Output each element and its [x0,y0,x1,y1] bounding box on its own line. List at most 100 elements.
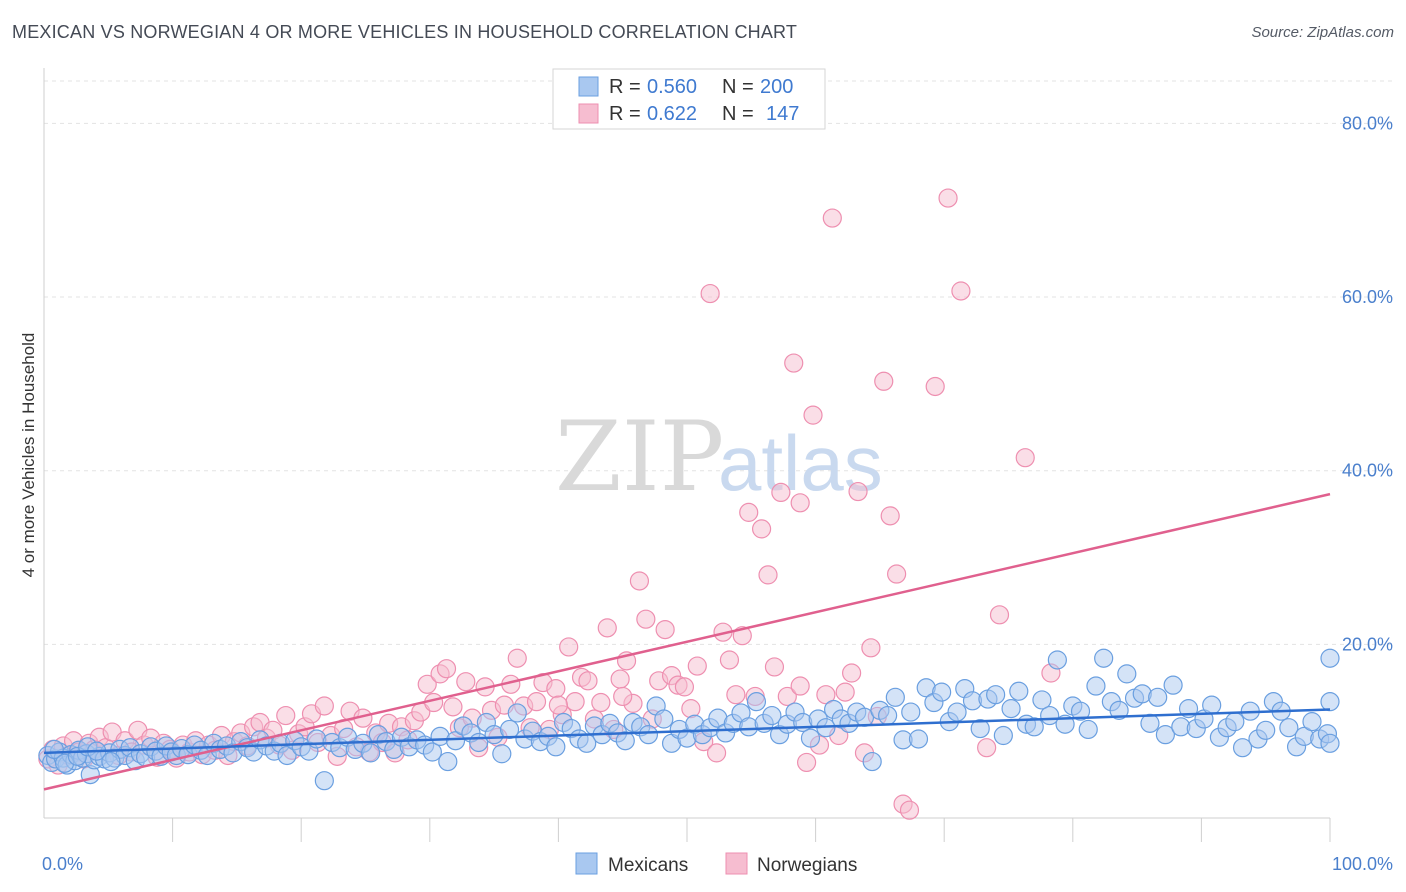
mexicans-point-64 [422,742,442,762]
norwegians-point-91 [610,669,630,689]
norwegians-point-128 [848,481,868,502]
norwegians-point-114 [758,565,778,585]
mexicans-point-50 [314,771,334,791]
bottom-legend-swatch-norwegians [725,852,748,875]
trend-lines [43,492,1331,791]
mexicans-point-157 [1140,713,1160,733]
mexicans-point-165 [1202,695,1222,715]
mexicans-point-169 [1232,738,1253,758]
legend-n-label-2: N = [722,103,754,125]
mexicans-point-140 [1009,681,1029,701]
bottom-legend-mexicans: Mexicans [608,855,688,876]
mexicans-point-137 [986,685,1006,705]
norwegians-point-61 [417,674,437,694]
norwegians-point-130 [861,638,881,658]
mexicans-point-45 [277,745,297,766]
norwegians-point-84 [565,692,585,712]
mexicans-point-178 [1302,712,1322,732]
legend-swatch-mexicans [578,76,599,97]
norwegians-point-89 [597,618,617,638]
norwegians-point-124 [822,208,842,228]
bottom-legend-swatch-mexicans [575,852,598,875]
mexicans-point-66 [438,751,458,772]
mexicans-point-183 [1320,733,1340,753]
mexicans-point-182 [1320,692,1340,712]
watermark: ZIP atlas [555,401,883,513]
norwegians-point-126 [835,682,855,702]
norwegians-point-94 [629,571,650,591]
legend-r-value-1: 0.560 [647,76,697,98]
mexicans-point-151 [1094,648,1114,668]
norwegians-point-115 [764,657,785,677]
norwegians-point-144 [790,676,810,696]
mexicans-point-80 [546,737,566,757]
mexicans-point-121 [862,751,882,772]
norwegians-point-116 [771,482,791,503]
norwegians-point-127 [842,663,862,683]
watermark-zip: ZIP [555,401,724,513]
norwegians-point-65 [443,697,463,717]
norwegians-point-136 [899,800,920,820]
norwegians-point-101 [674,677,695,697]
y-tick-label-1: 40.0% [1342,461,1393,481]
chart-source: Source: ZipAtlas.com [1251,24,1394,41]
x-tick-label-1: 100.0% [1332,854,1393,874]
bottom-legend-norwegians: Norwegians [757,855,857,876]
series-legend: Mexicans Norwegians [575,852,857,876]
norwegians-point-83 [559,637,579,657]
legend-n-value-2: 147 [766,103,799,125]
y-tick-label-0: 20.0% [1342,634,1393,654]
mexicans-point-74 [499,719,520,740]
mexicans-point-153 [1109,700,1129,720]
x-tick-label-0: 0.0% [42,854,83,874]
mexicans-point-149 [1078,719,1098,740]
norwegians-point-105 [700,283,720,304]
norwegians-point-145 [548,695,569,715]
correlation-legend: R = 0.560 N = 200 R = 0.622 N = 147 [552,68,826,130]
norwegians-point-141 [989,605,1010,625]
norwegians-point-133 [880,506,900,526]
mexicans-point-181 [1320,648,1340,668]
mexicans-point-142 [1024,717,1044,737]
norwegians-point-67 [456,672,476,692]
mexicans-point-56 [361,743,381,763]
mexicans-point-67 [445,731,466,751]
norwegians-point-98 [655,619,675,640]
norwegians-point-137 [925,376,945,397]
mexicans-point-172 [1256,720,1276,740]
mexicans-point-138 [993,725,1013,746]
norwegians-point-95 [636,609,656,629]
norwegians-point-45 [314,696,334,716]
norwegians-point-123 [816,685,836,705]
norwegians-point-64 [436,659,457,679]
norwegians-point-118 [784,353,804,373]
mexicans-point-127 [908,729,929,749]
legend-swatch-norwegians [578,103,599,124]
mexicans-trend-line [43,708,1331,755]
norwegians-point-146 [613,686,633,707]
legend-n-value-1: 200 [760,76,793,98]
norwegians-point-119 [790,493,810,513]
mexicans-point-148 [1070,701,1091,721]
axes [43,68,1331,842]
mexicans-point-73 [492,744,512,764]
mexicans-point-130 [932,682,952,702]
mexicans-point-159 [1155,725,1175,745]
mexicans-point-135 [970,718,990,739]
norwegians-point-108 [719,650,740,670]
norwegians-point-102 [681,699,701,719]
mexicans-point-89 [615,731,635,751]
tick-labels: 20.0% 40.0% 60.0% 80.0% 0.0% 100.0% [42,113,1393,874]
mexicans-point-123 [878,705,898,726]
norwegians-point-106 [706,743,727,763]
y-tick-label-3: 80.0% [1342,113,1393,133]
norwegians-point-81 [546,679,566,699]
norwegians-point-111 [739,502,759,522]
norwegians-point-88 [591,692,611,713]
y-tick-label-2: 60.0% [1342,287,1393,307]
norwegians-point-113 [751,519,772,539]
norwegians-point-142 [1015,448,1035,468]
mexicans-point-126 [901,702,921,722]
norwegians-point-39 [276,705,296,726]
